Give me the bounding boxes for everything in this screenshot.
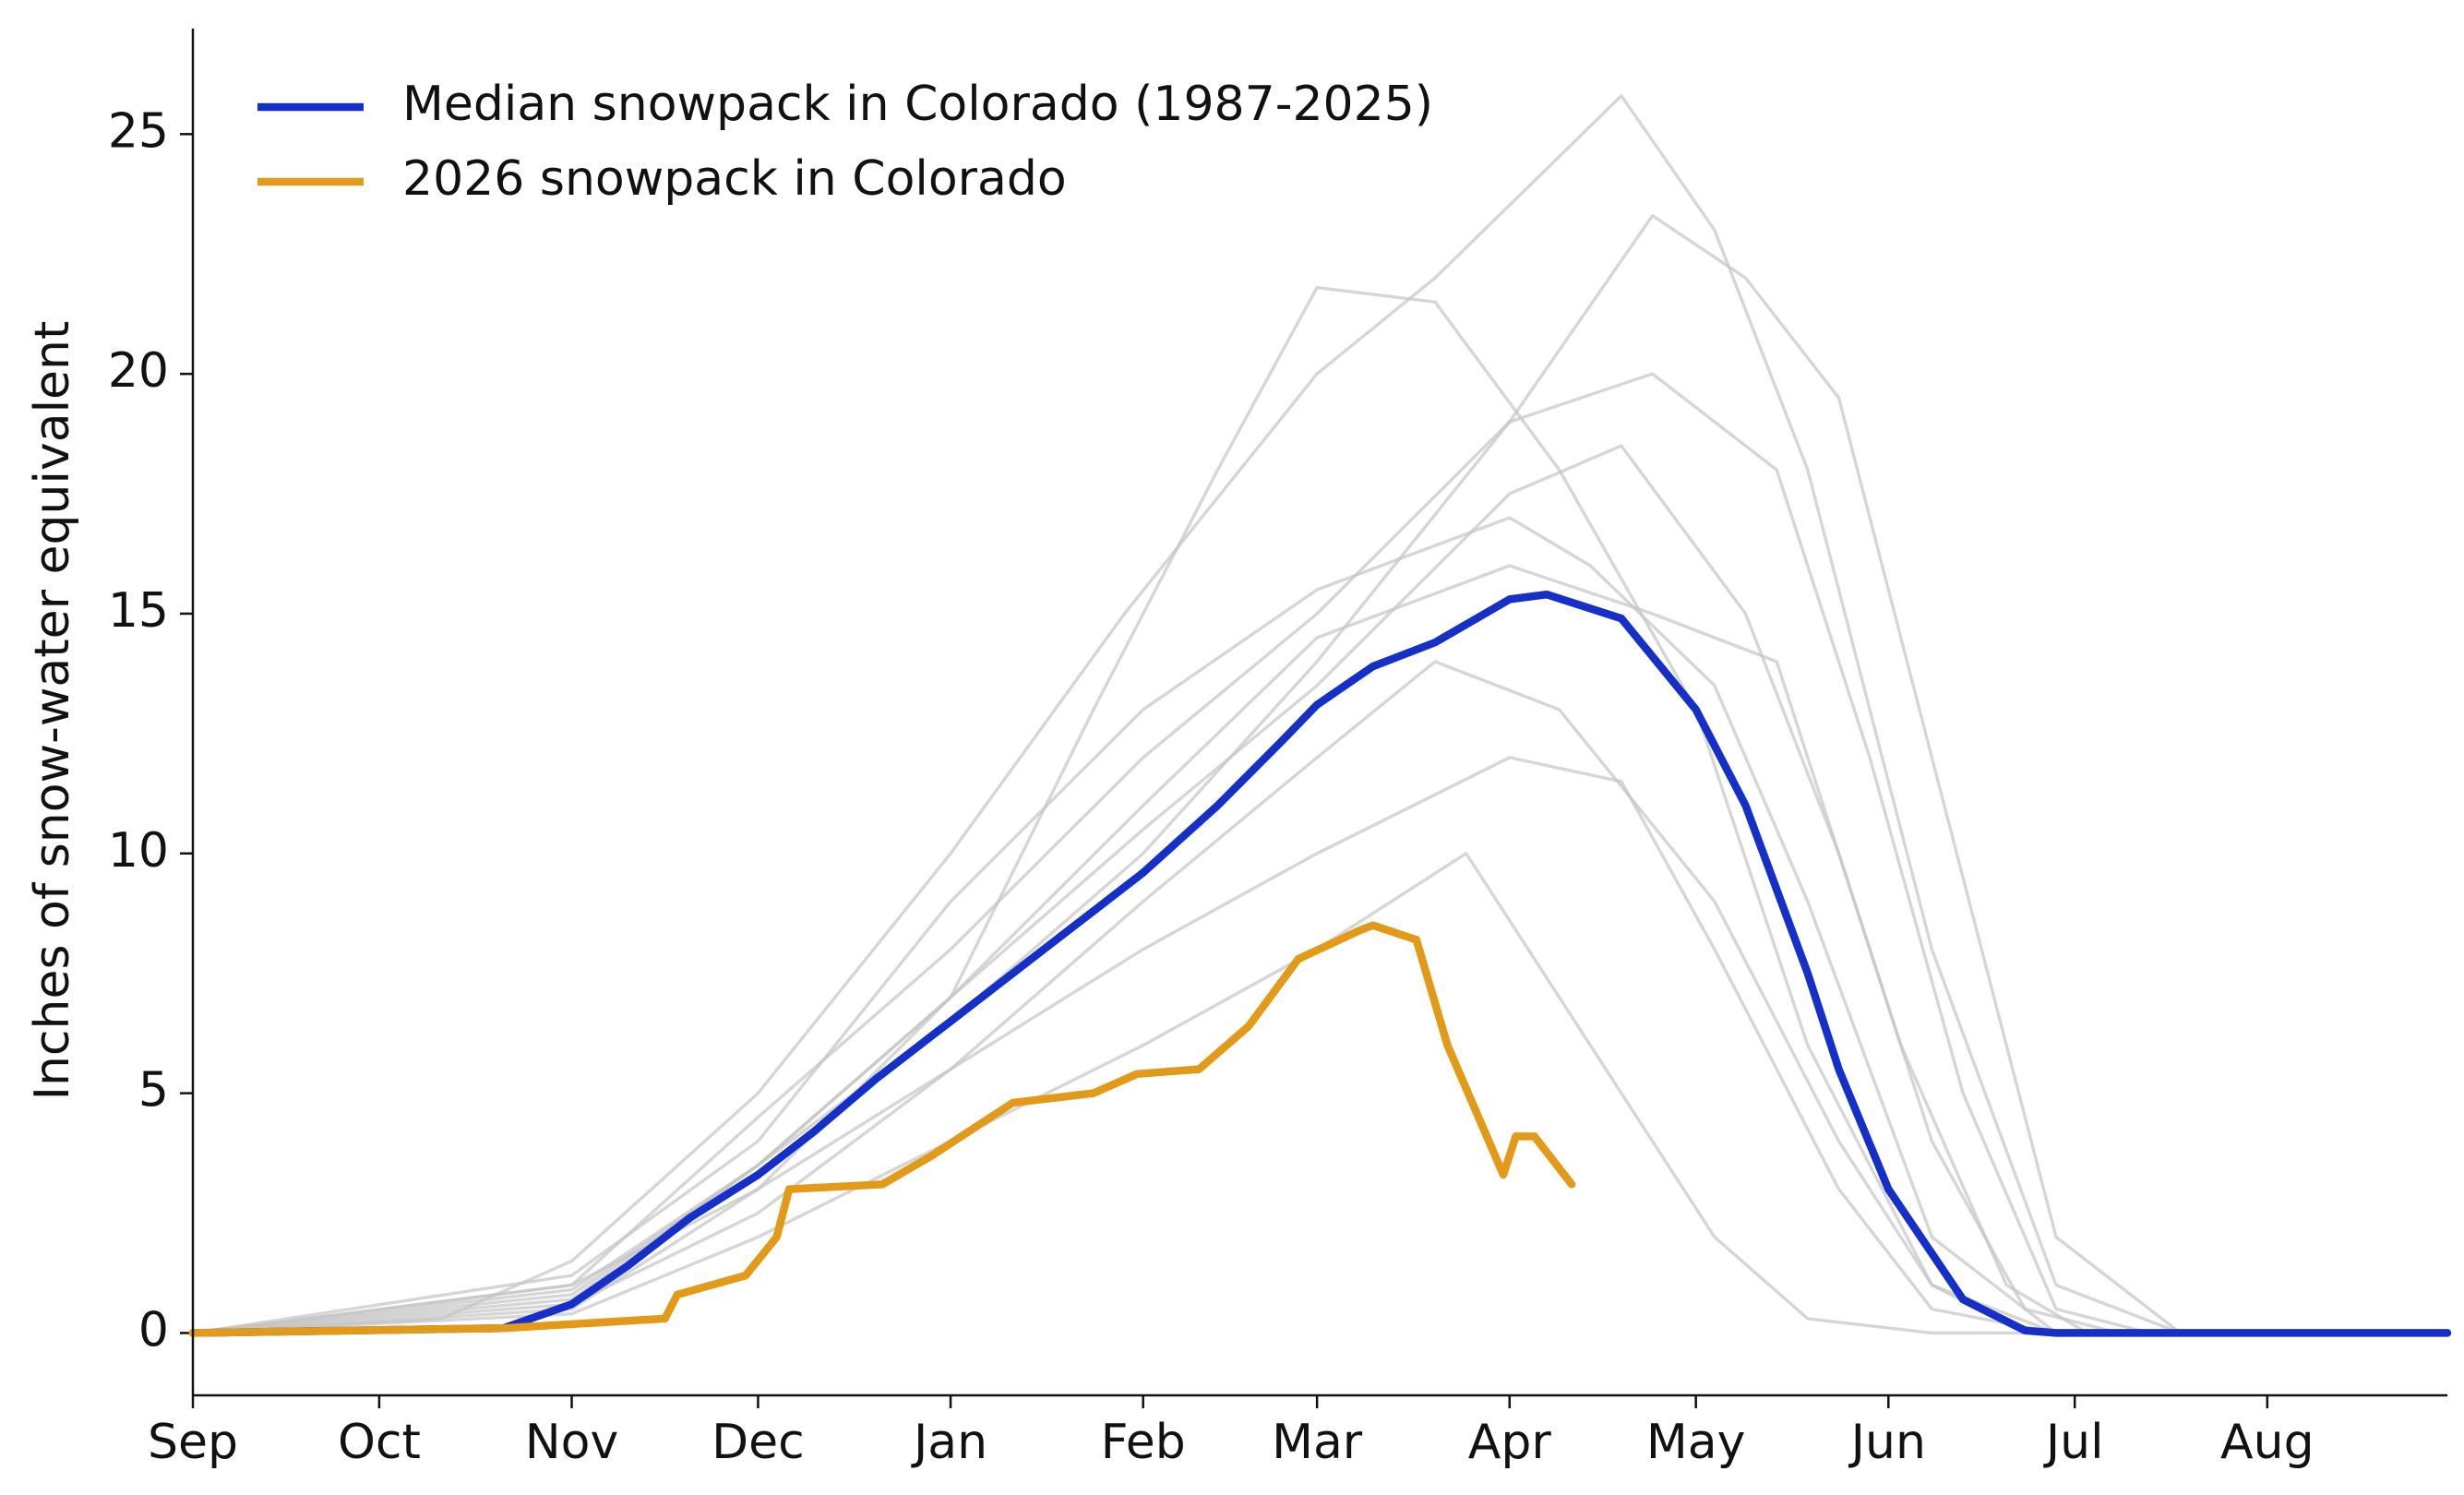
- series-line: [188, 590, 2452, 1337]
- x-tick-label: Feb: [1101, 1415, 1186, 1470]
- x-tick-label: Nov: [525, 1415, 619, 1470]
- x-tick-label: Aug: [2220, 1415, 2314, 1470]
- x-tick-label: Sep: [148, 1415, 238, 1470]
- y-tick-label: 25: [108, 103, 169, 159]
- history-line: [191, 214, 2449, 1335]
- x-tick-label: Apr: [1468, 1415, 1552, 1470]
- history-line: [191, 94, 2449, 1335]
- history-line: [191, 285, 2449, 1335]
- x-tick-label: Mar: [1272, 1415, 1363, 1470]
- x-tick-label: Jan: [911, 1415, 987, 1470]
- y-tick-label: 0: [138, 1302, 169, 1357]
- history-line: [191, 564, 2449, 1335]
- history-line: [191, 372, 2449, 1335]
- history-line: [191, 756, 2449, 1335]
- y-axis-label: Inches of snow-water equivalent: [25, 321, 80, 1101]
- y-tick-label: 10: [108, 823, 169, 879]
- x-tick-label: Jun: [1848, 1415, 1926, 1470]
- x-tick-label: Oct: [338, 1415, 421, 1470]
- x-tick-label: Jul: [2043, 1415, 2104, 1470]
- history-line: [191, 516, 2449, 1335]
- x-tick-label: May: [1646, 1415, 1746, 1470]
- legend-label: Median snowpack in Colorado (1987-2025): [402, 77, 1433, 132]
- x-tick-label: Dec: [712, 1415, 805, 1470]
- y-tick-label: 15: [108, 583, 169, 639]
- history-line: [191, 852, 2449, 1335]
- history-line: [191, 660, 2449, 1335]
- series-line: [188, 921, 1576, 1337]
- y-tick-label: 5: [138, 1063, 169, 1118]
- y-tick-label: 20: [108, 343, 169, 399]
- legend-label: 2026 snowpack in Colorado: [402, 151, 1067, 207]
